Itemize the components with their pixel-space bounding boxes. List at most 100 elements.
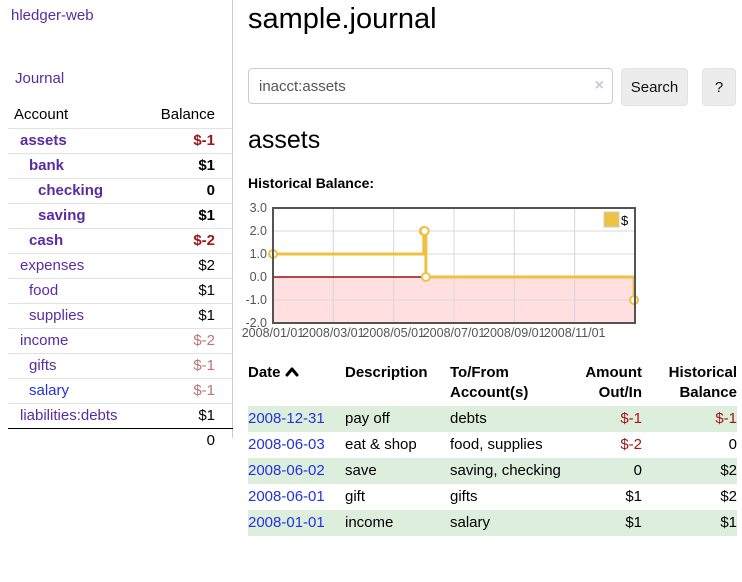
svg-text:2008/11/01: 2008/11/01: [544, 326, 606, 340]
svg-text:0.0: 0.0: [250, 270, 267, 284]
accounts-header-balance: Balance: [160, 106, 215, 123]
transaction-row: 2008-01-01 income salary $1 $1: [248, 510, 737, 536]
svg-text:2008/05/01: 2008/05/01: [362, 326, 425, 340]
svg-text:$: $: [621, 213, 629, 228]
account-link[interactable]: food: [29, 282, 59, 299]
account-link[interactable]: liabilities:debts: [20, 407, 118, 424]
account-link[interactable]: bank: [29, 157, 65, 174]
search-form: × Search ?: [248, 68, 742, 106]
svg-text:3.0: 3.0: [250, 201, 267, 215]
account-balance: $1: [198, 207, 215, 224]
transaction-accounts: saving, checking: [450, 462, 561, 479]
transaction-date-link[interactable]: 2008-06-02: [248, 462, 325, 479]
register-header-accounts: To/From Account(s): [450, 364, 529, 401]
main-content: sample.journal × Search ? assets Histori…: [240, 0, 742, 582]
transaction-balance: 0: [728, 436, 737, 453]
account-balance: 0: [206, 182, 215, 199]
accounts-total-row: 0: [8, 428, 233, 454]
journal-link[interactable]: Journal: [15, 70, 65, 87]
account-balance: $1: [198, 307, 215, 324]
search-button[interactable]: Search: [621, 68, 688, 106]
account-link[interactable]: cash: [29, 232, 64, 249]
account-balance: $-2: [193, 332, 215, 349]
account-row: food $1: [8, 278, 233, 304]
account-balance: $-2: [193, 232, 215, 249]
transaction-row: 2008-06-02 save saving, checking 0 $2: [248, 458, 737, 484]
transaction-date-link[interactable]: 2008-06-03: [248, 436, 325, 453]
transaction-row: 2008-12-31 pay off debts $-1 $-1: [248, 406, 737, 432]
svg-text:2008/03/01: 2008/03/01: [302, 326, 365, 340]
account-balance: $1: [198, 157, 215, 174]
search-box: ×: [248, 68, 613, 104]
transaction-row: 2008-06-03 eat & shop food, supplies $-2 0: [248, 432, 737, 458]
accounts-table: Account Balance assets $-1 bank $1 checking 0…: [8, 103, 233, 453]
account-balance: $1: [198, 282, 215, 299]
transaction-accounts: gifts: [450, 488, 478, 505]
accounts-header-row: Account Balance: [8, 103, 233, 129]
account-link[interactable]: supplies: [29, 307, 85, 324]
transaction-date-cell: 2008-06-02: [248, 458, 345, 484]
svg-text:-1.0: -1.0: [245, 293, 267, 307]
transaction-description: gift: [345, 488, 366, 505]
account-row: checking 0: [8, 178, 233, 204]
transaction-date-link[interactable]: 2008-06-01: [248, 488, 325, 505]
account-row: cash $-2: [8, 228, 233, 254]
chart-label: Historical Balance:: [248, 175, 375, 191]
date-header-label: Date: [248, 364, 281, 381]
account-row: bank $1: [8, 153, 233, 179]
help-button[interactable]: ?: [702, 68, 736, 106]
transaction-date-cell: 2008-12-31: [248, 406, 345, 432]
svg-text:2008/09/01: 2008/09/01: [483, 326, 546, 340]
register-header-amount: Amount Out/In: [585, 364, 642, 401]
transaction-date-cell: 2008-06-03: [248, 432, 345, 458]
search-input[interactable]: [248, 68, 613, 104]
register-header-row: Date Description To/From Account(s) Amou…: [248, 362, 737, 406]
account-balance: $-1: [193, 132, 215, 149]
account-row: saving $1: [8, 203, 233, 229]
transaction-balance: $-1: [715, 410, 737, 427]
account-link[interactable]: assets: [20, 132, 67, 149]
transaction-accounts: food, supplies: [450, 436, 543, 453]
brand-link[interactable]: hledger-web: [11, 7, 94, 24]
account-link[interactable]: salary: [29, 382, 70, 399]
transaction-description: pay off: [345, 410, 390, 427]
svg-text:1.0: 1.0: [250, 247, 267, 261]
transaction-balance: $1: [720, 514, 737, 531]
account-link[interactable]: income: [20, 332, 69, 349]
transaction-description: eat & shop: [345, 436, 417, 453]
transaction-amount: $1: [625, 514, 642, 531]
transaction-row: 2008-06-01 gift gifts $1 $2: [248, 484, 737, 510]
page-title: sample.journal: [248, 3, 437, 35]
account-balance: $-1: [193, 382, 215, 399]
transaction-balance: $2: [720, 488, 737, 505]
account-balance: $2: [198, 257, 215, 274]
register-table: Date Description To/From Account(s) Amou…: [248, 362, 737, 536]
account-balance: $-1: [193, 357, 215, 374]
transaction-date-cell: 2008-01-01: [248, 510, 345, 536]
svg-text:-2.0: -2.0: [245, 316, 267, 330]
transaction-description: save: [345, 462, 377, 479]
account-row: gifts $-1: [8, 353, 233, 379]
transaction-accounts: salary: [450, 514, 491, 531]
account-link[interactable]: expenses: [20, 257, 85, 274]
transaction-date-link[interactable]: 2008-01-01: [248, 514, 325, 531]
account-row: income $-2: [8, 328, 233, 354]
svg-text:2.0: 2.0: [250, 224, 267, 238]
register-header-description: Description: [345, 364, 428, 381]
svg-text:2008/01/01: 2008/01/01: [242, 326, 305, 340]
account-link[interactable]: gifts: [29, 357, 57, 374]
account-row: salary $-1: [8, 378, 233, 404]
account-link[interactable]: checking: [38, 182, 104, 199]
transaction-amount: $-1: [620, 410, 642, 427]
clear-search-icon[interactable]: ×: [594, 77, 604, 94]
transaction-amount: 0: [633, 462, 642, 479]
transaction-date-link[interactable]: 2008-12-31: [248, 410, 325, 427]
svg-text:2008/07/01: 2008/07/01: [423, 326, 486, 340]
transaction-accounts: debts: [450, 410, 487, 427]
account-link[interactable]: saving: [38, 207, 86, 224]
transaction-amount: $1: [625, 488, 642, 505]
account-row: expenses $2: [8, 253, 233, 279]
register-header-date[interactable]: Date: [248, 362, 345, 406]
account-balance: $1: [198, 407, 215, 424]
account-row: supplies $1: [8, 303, 233, 329]
